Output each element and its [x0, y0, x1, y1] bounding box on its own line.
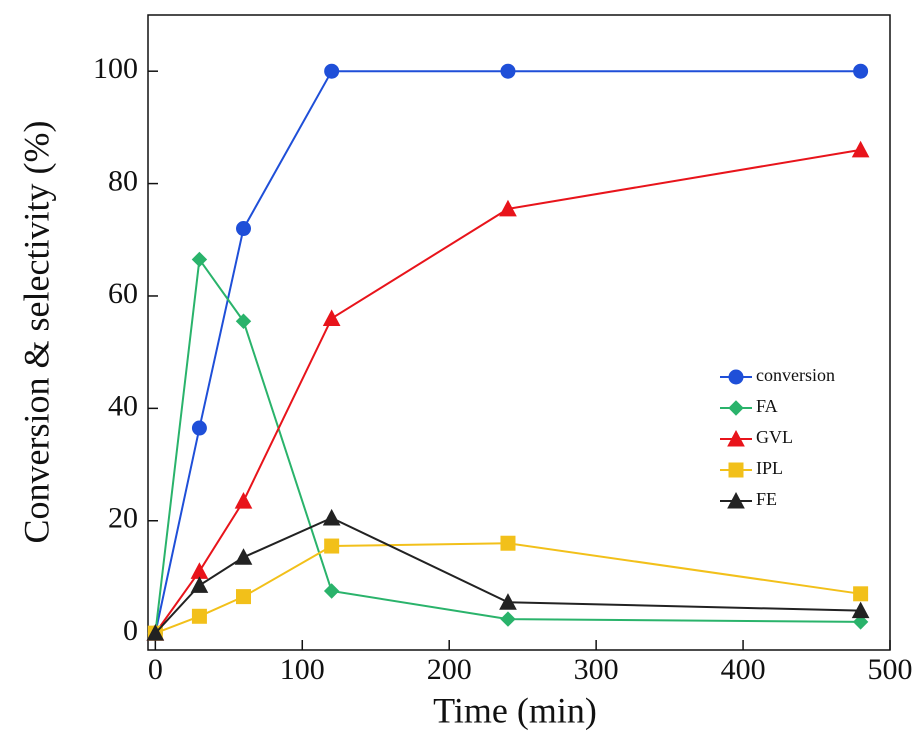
- x-tick-label: 100: [280, 653, 325, 686]
- legend-label: FA: [756, 396, 778, 416]
- data-point: [322, 309, 341, 326]
- data-point: [500, 63, 516, 79]
- data-point: [191, 251, 208, 268]
- data-point: [234, 548, 253, 565]
- legend-label: FE: [756, 489, 777, 509]
- data-point: [190, 562, 209, 579]
- legend-marker: [728, 369, 744, 385]
- data-point: [236, 589, 252, 605]
- legend-marker: [727, 429, 745, 447]
- data-point: [500, 611, 516, 627]
- data-point: [324, 538, 340, 554]
- y-tick-label: 40: [108, 389, 138, 422]
- plot-frame: [147, 14, 891, 651]
- x-tick-label: 0: [148, 653, 163, 686]
- legend-marker: [728, 400, 744, 416]
- legend-label: conversion: [756, 365, 835, 385]
- data-point: [852, 614, 869, 630]
- data-point: [499, 199, 517, 217]
- y-axis-title: Conversion & selectivity (%): [16, 121, 56, 544]
- data-point: [146, 624, 165, 641]
- data-point: [324, 63, 340, 79]
- series-line: [154, 256, 861, 634]
- legend-marker: [727, 491, 745, 509]
- legend-marker: [728, 462, 744, 478]
- y-tick-label: 80: [108, 164, 138, 197]
- x-tick-label: 400: [721, 653, 766, 686]
- series-line: [154, 70, 861, 634]
- legend-label: IPL: [756, 458, 783, 478]
- data-point: [853, 586, 869, 602]
- data-point: [323, 583, 340, 599]
- x-tick-label: 200: [427, 653, 472, 686]
- x-axis-title: Time (min): [433, 690, 597, 730]
- data-point: [191, 608, 207, 624]
- y-tick-label: 20: [108, 502, 138, 535]
- data-point: [851, 601, 870, 619]
- data-point: [234, 492, 253, 509]
- y-tick-label: 0: [123, 614, 138, 647]
- y-tick-label: 60: [108, 277, 138, 310]
- legend-label: GVL: [756, 427, 793, 447]
- data-point: [236, 221, 252, 237]
- data-point: [190, 576, 209, 593]
- data-point: [322, 508, 341, 526]
- series-line: [154, 148, 861, 634]
- data-point: [500, 535, 516, 551]
- data-point: [235, 313, 252, 329]
- data-point: [851, 140, 870, 158]
- data-point: [191, 420, 207, 436]
- data-point: [499, 593, 517, 610]
- y-tick-label: 100: [93, 52, 138, 85]
- data-point: [853, 63, 869, 79]
- x-tick-label: 500: [868, 653, 913, 686]
- series-line: [154, 516, 861, 634]
- x-tick-label: 300: [574, 653, 619, 686]
